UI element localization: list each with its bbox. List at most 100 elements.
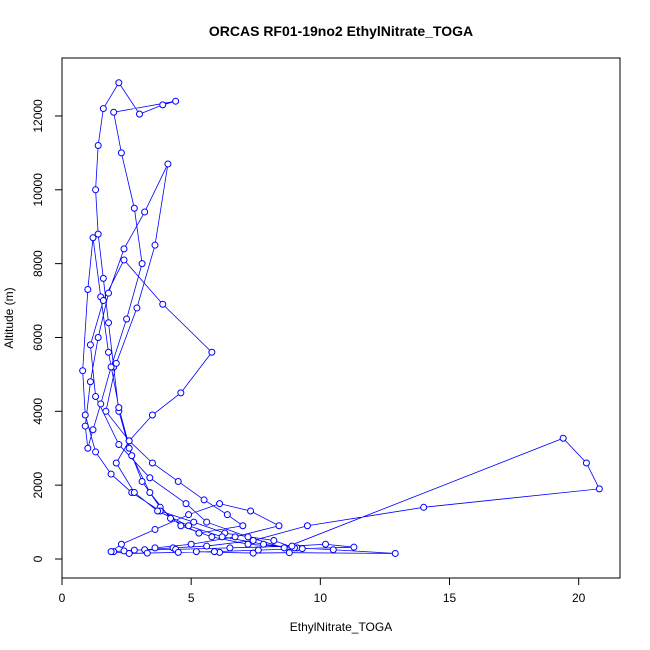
data-point xyxy=(107,548,115,556)
data-point xyxy=(322,540,329,548)
data-point xyxy=(81,411,89,419)
data-point xyxy=(92,393,100,401)
data-point xyxy=(203,518,211,526)
data-point xyxy=(185,522,193,530)
data-point xyxy=(123,315,131,323)
data-point xyxy=(112,459,120,467)
data-point xyxy=(151,241,159,249)
data-point xyxy=(239,522,247,530)
data-point xyxy=(130,489,138,497)
data-point xyxy=(99,274,107,282)
data-point xyxy=(94,333,102,341)
data-point xyxy=(128,452,136,460)
data-point xyxy=(244,533,252,541)
data-point xyxy=(84,285,92,293)
data-point xyxy=(303,522,311,530)
data-point xyxy=(249,549,257,557)
data-point xyxy=(174,548,182,556)
y-tick-label: 10000 xyxy=(31,173,45,207)
y-tick-label: 4000 xyxy=(31,398,45,425)
data-point xyxy=(141,208,149,216)
data-point xyxy=(138,260,146,268)
chart-title: ORCAS RF01-19no2 EthylNitrate_TOGA xyxy=(209,23,473,39)
y-tick-label: 6000 xyxy=(31,324,45,351)
data-point xyxy=(125,437,133,445)
data-point xyxy=(107,363,115,371)
data-point xyxy=(200,496,208,504)
data-point xyxy=(146,474,154,482)
data-point xyxy=(172,97,180,105)
data-point xyxy=(208,533,216,541)
data-point xyxy=(208,348,216,356)
data-point xyxy=(130,546,138,554)
y-tick-label: 0 xyxy=(31,555,45,562)
data-point xyxy=(115,441,123,449)
y-tick-label: 2000 xyxy=(31,471,45,498)
data-point xyxy=(164,160,172,168)
data-point xyxy=(192,548,200,556)
y-axis-label: Altitude (m) xyxy=(2,287,16,348)
data-point xyxy=(92,448,100,456)
data-point xyxy=(159,300,167,308)
data-point xyxy=(120,245,128,253)
data-point xyxy=(177,389,185,397)
data-point xyxy=(86,341,94,349)
data-point xyxy=(148,459,156,467)
data-point xyxy=(115,404,123,412)
x-tick-label: 20 xyxy=(572,591,586,605)
data-point xyxy=(195,529,203,537)
y-tick-label: 12000 xyxy=(31,99,45,133)
data-point xyxy=(112,359,120,367)
data-point xyxy=(216,500,224,508)
data-point xyxy=(81,422,89,430)
data-point xyxy=(94,230,102,238)
data-point xyxy=(136,110,143,118)
data-point xyxy=(226,544,234,552)
data-point xyxy=(130,204,138,212)
data-point xyxy=(231,533,239,541)
data-point xyxy=(223,511,231,519)
data-point xyxy=(146,489,154,497)
data-line xyxy=(82,81,600,554)
data-point xyxy=(105,289,112,297)
data-point xyxy=(298,545,306,553)
data-point xyxy=(107,470,115,478)
data-point xyxy=(218,533,226,541)
data-point xyxy=(210,548,218,556)
data-point xyxy=(117,540,125,548)
data-point xyxy=(288,542,296,550)
data-point xyxy=(99,297,107,305)
data-point xyxy=(190,518,198,526)
data-point xyxy=(167,514,174,522)
data-point xyxy=(97,400,105,408)
data-point xyxy=(138,477,146,485)
data-point xyxy=(110,108,118,116)
data-point xyxy=(125,444,133,452)
x-tick-label: 5 xyxy=(188,591,195,605)
data-point xyxy=(120,256,128,264)
data-point xyxy=(159,101,167,109)
data-point xyxy=(260,540,267,548)
data-point xyxy=(329,546,337,554)
data-point xyxy=(247,507,255,515)
data-point xyxy=(244,540,252,548)
data-point xyxy=(79,367,87,375)
data-point xyxy=(117,149,125,157)
data-point xyxy=(177,522,185,530)
data-point xyxy=(94,141,102,149)
data-point xyxy=(89,426,97,434)
data-point xyxy=(151,525,159,533)
data-point xyxy=(174,477,182,485)
data-point xyxy=(92,186,100,194)
data-point xyxy=(420,503,428,511)
data-point xyxy=(115,79,123,87)
data-point xyxy=(391,549,399,557)
data-point xyxy=(582,459,590,467)
data-point xyxy=(148,411,156,419)
data-point xyxy=(280,544,288,552)
data-point xyxy=(89,234,97,242)
data-point xyxy=(270,537,278,545)
data-point xyxy=(285,549,293,557)
data-point xyxy=(203,542,211,550)
